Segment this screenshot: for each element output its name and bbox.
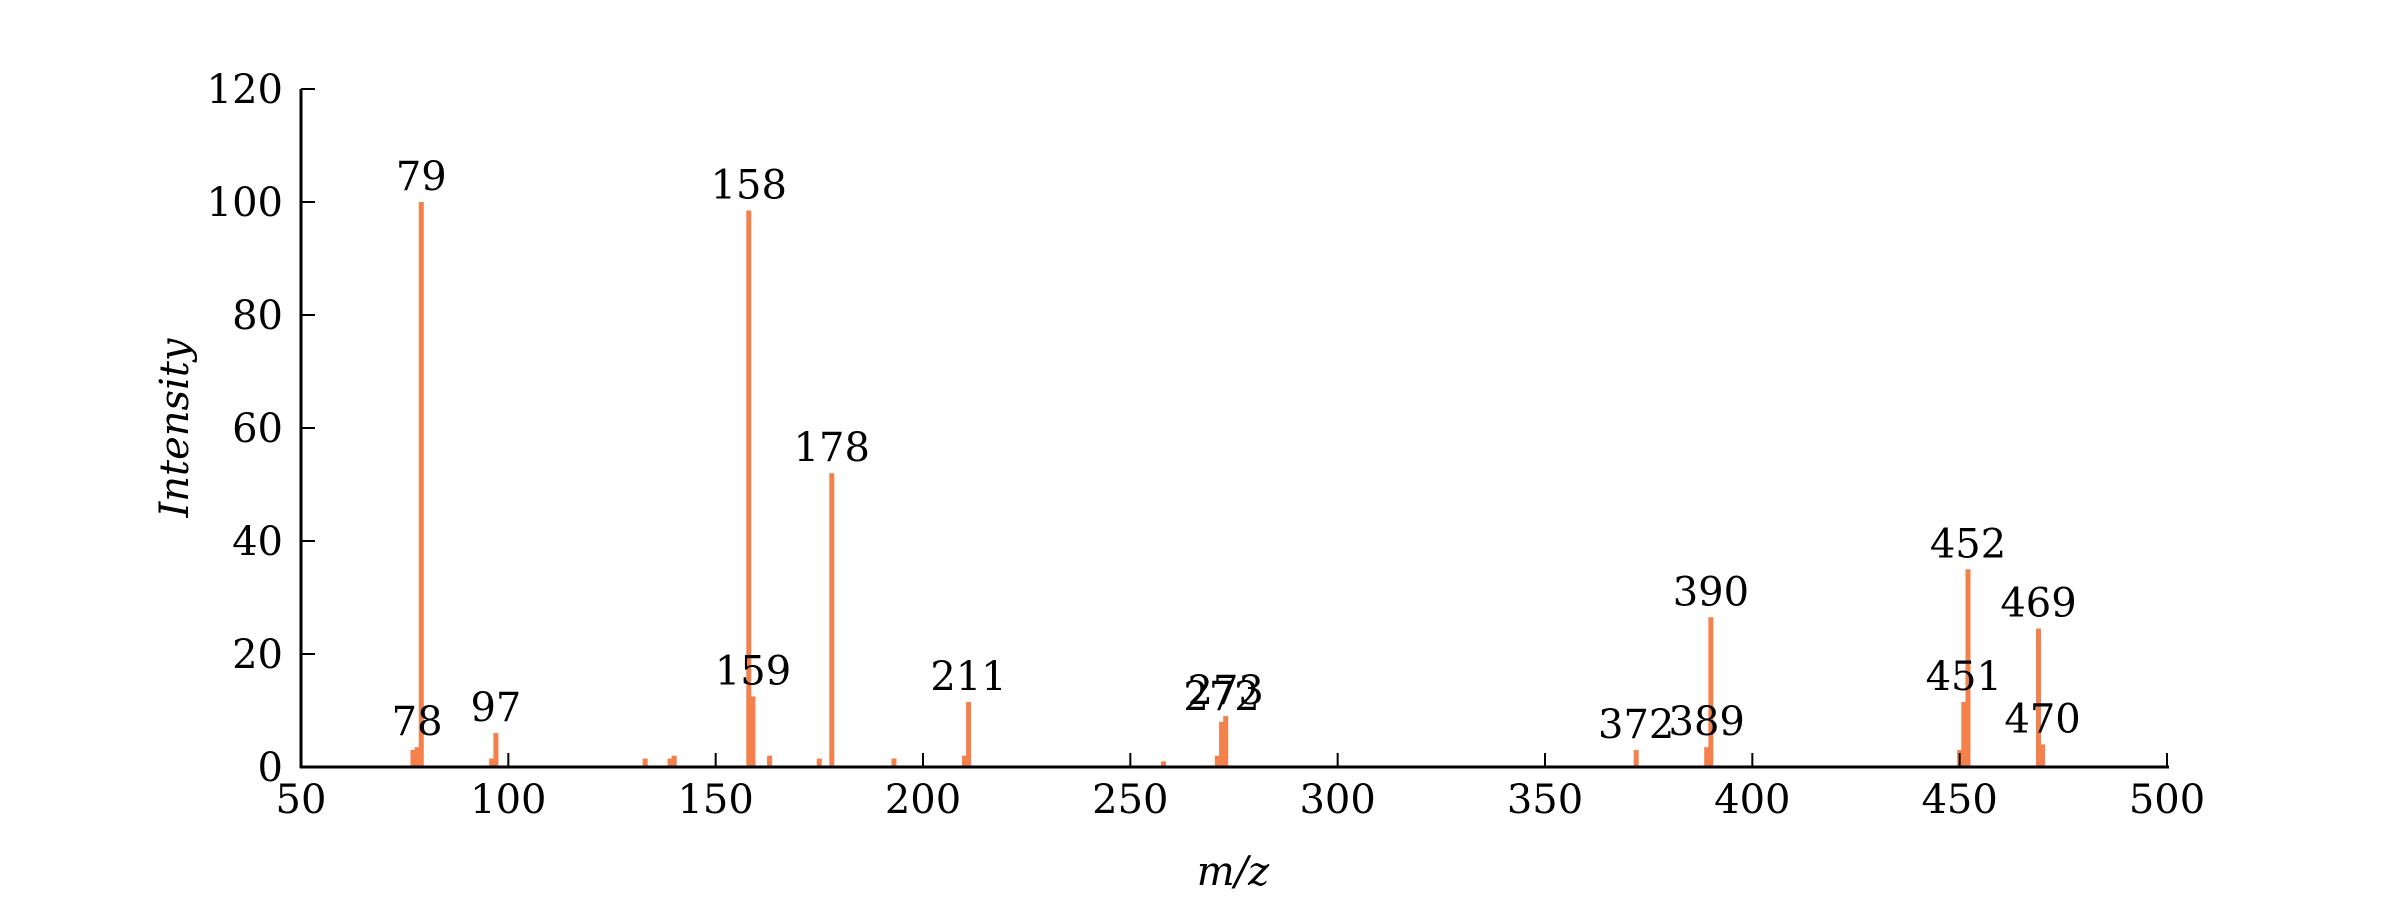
peak-bar — [1633, 750, 1639, 767]
peak-bar — [671, 755, 677, 767]
y-tick-label: 80 — [232, 293, 283, 339]
x-tick-label: 150 — [677, 777, 753, 823]
peak-bar — [962, 755, 967, 767]
axes — [299, 89, 2169, 769]
peak-bar — [816, 758, 822, 767]
peak-bar — [767, 755, 773, 767]
peak-bar — [1219, 721, 1225, 767]
peak-label: 211 — [930, 654, 1006, 700]
peak-label: 389 — [1669, 699, 1745, 745]
x-tick-label: 100 — [470, 777, 546, 823]
peak-label: 451 — [1926, 654, 2002, 700]
peak-bars — [410, 202, 2046, 768]
peak-label: 158 — [711, 163, 787, 209]
peak-label: 273 — [1188, 668, 1264, 714]
peak-bar — [489, 758, 495, 767]
peak-label: 452 — [1930, 521, 2006, 567]
peak-bar — [642, 758, 648, 767]
peak-bar — [750, 696, 756, 767]
peak-bar — [1708, 617, 1714, 767]
peak-label: 159 — [715, 648, 791, 694]
peak-label: 470 — [2004, 696, 2080, 742]
x-tick-label: 200 — [885, 777, 961, 823]
y-tick-label: 40 — [232, 519, 283, 565]
y-tick-label: 120 — [207, 67, 283, 113]
peak-bar — [1214, 755, 1220, 767]
y-tick-label: 100 — [207, 180, 283, 226]
y-axis-ticks: 0 20 40 60 80 100 120 — [207, 67, 315, 791]
peak-bar — [829, 473, 835, 767]
y-tick-label: 0 — [258, 745, 283, 791]
peak-bar — [414, 747, 420, 767]
peak-bar — [2036, 628, 2041, 767]
peak-label: 390 — [1673, 569, 1749, 615]
peak-bar — [418, 202, 424, 767]
peak-label: 469 — [2000, 581, 2076, 627]
peak-label: 272 — [1183, 674, 1259, 720]
y-axis-title: Intensity — [152, 337, 198, 518]
peak-label: 178 — [794, 425, 870, 471]
x-tick-label: 400 — [1714, 777, 1790, 823]
peak-bar — [966, 702, 972, 767]
peak-bar — [1965, 569, 1971, 768]
peak-bar — [1161, 761, 1166, 767]
peak-bar — [746, 210, 752, 767]
peak-label: 79 — [396, 154, 447, 200]
peak-bar — [1961, 702, 1967, 767]
peak-label: 78 — [392, 699, 443, 745]
peak-bar — [891, 758, 897, 767]
peak-label: 97 — [470, 685, 521, 731]
peak-bar — [493, 733, 499, 767]
x-tick-label: 500 — [2129, 777, 2205, 823]
y-tick-label: 60 — [232, 406, 283, 452]
x-axis-title: m/z — [1197, 849, 1270, 895]
peak-bar — [410, 750, 416, 767]
peak-label: 372 — [1598, 702, 1674, 748]
y-tick-label: 20 — [232, 632, 283, 678]
x-tick-label: 350 — [1507, 777, 1583, 823]
x-tick-label: 450 — [1921, 777, 1997, 823]
x-tick-label: 300 — [1299, 777, 1375, 823]
peak-bar — [1223, 716, 1229, 767]
x-tick-label: 250 — [1092, 777, 1168, 823]
peak-bar — [1704, 747, 1710, 767]
peak-bar — [667, 758, 673, 767]
x-tick-label: 50 — [276, 777, 327, 823]
peak-bar — [2040, 744, 2046, 767]
x-axis-ticks: 50 100 150 200 250 300 350 400 450 500 — [276, 753, 2205, 823]
